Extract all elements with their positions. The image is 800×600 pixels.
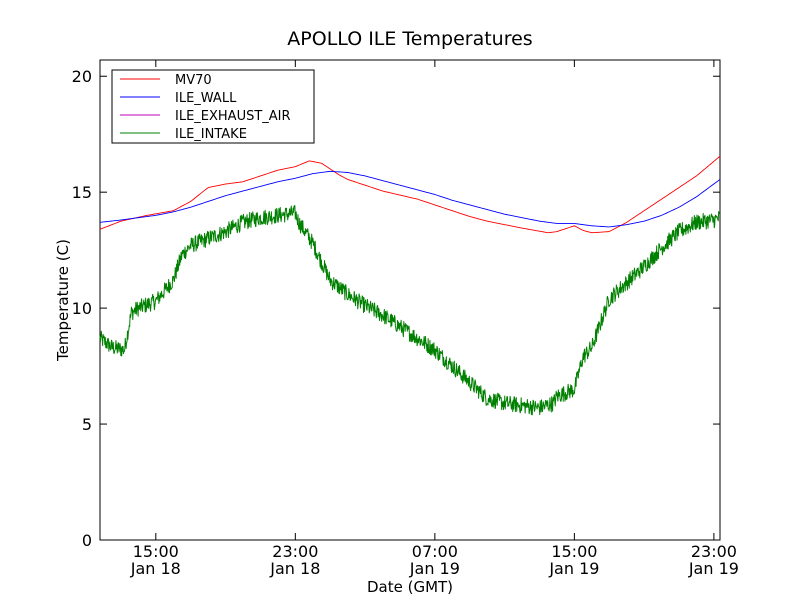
legend-label: ILE_EXHAUST_AIR xyxy=(175,109,291,124)
series-line-ile-intake xyxy=(99,205,721,416)
legend-label: ILE_INTAKE xyxy=(175,127,247,142)
x-axis-label: Date (GMT) xyxy=(367,578,453,596)
legend-label: ILE_WALL xyxy=(175,91,237,106)
y-tick-label: 0 xyxy=(82,531,92,550)
legend: MV70 ILE_WALL ILE_EXHAUST_AIR ILE_INTAKE xyxy=(111,69,315,144)
x-tick-label-date: Jan 19 xyxy=(688,559,739,578)
y-axis-label: Temperature (C) xyxy=(54,239,72,362)
series-line-ile-wall xyxy=(99,170,721,228)
legend-label: MV70 xyxy=(175,73,212,88)
series-line-mv70 xyxy=(99,155,721,234)
chart-title: APOLLO ILE Temperatures xyxy=(287,28,532,50)
x-tick-label-time: 23:00 xyxy=(691,542,737,561)
x-tick-label-date: Jan 19 xyxy=(409,559,460,578)
y-tick-label: 10 xyxy=(72,299,92,318)
x-tick-label-time: 23:00 xyxy=(272,542,318,561)
x-tick-label-date: Jan 19 xyxy=(548,559,599,578)
y-tick-label: 5 xyxy=(82,415,92,434)
series-layer xyxy=(99,155,721,416)
x-tick-label-date: Jan 18 xyxy=(130,559,181,578)
y-tick-label: 15 xyxy=(72,183,92,202)
x-tick-label-time: 15:00 xyxy=(551,542,597,561)
x-tick-label-time: 15:00 xyxy=(133,542,179,561)
y-tick-label: 20 xyxy=(72,67,92,86)
x-tick-label-time: 07:00 xyxy=(412,542,458,561)
legend-box xyxy=(111,69,315,144)
x-tick-label-date: Jan 18 xyxy=(269,559,320,578)
